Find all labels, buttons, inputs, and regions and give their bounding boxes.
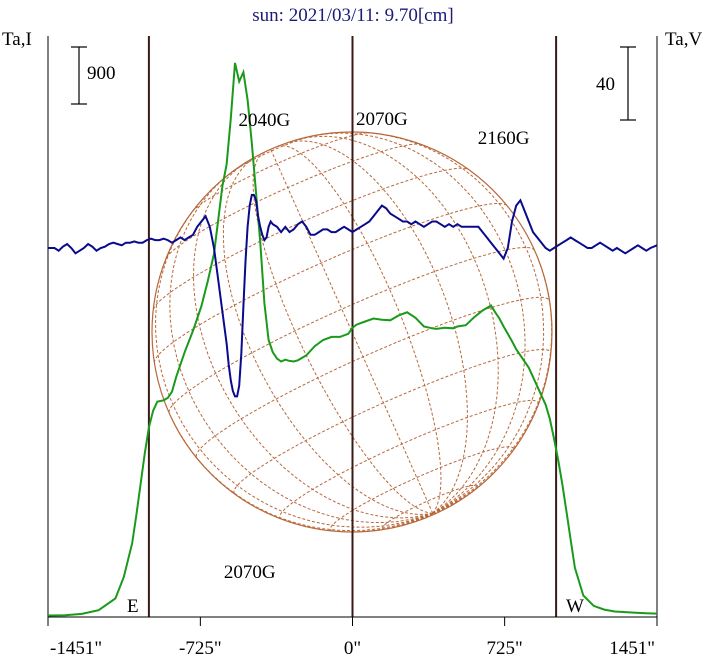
field-annotations: 2040G 2070G 2160G 2070G: [224, 109, 530, 583]
field-annotation: 2070G: [356, 109, 408, 130]
longitude-line: [362, 131, 545, 514]
longitude-line: [155, 205, 433, 528]
latitude-line: [168, 246, 535, 413]
latitude-line: [329, 446, 514, 532]
left-axis-label: Ta,I: [2, 29, 32, 50]
x-tick-label: -1451": [50, 638, 102, 659]
left-scale-value: 900: [87, 63, 116, 84]
longitude-line: [277, 145, 442, 514]
x-tick-label: 1451": [609, 638, 655, 659]
longitude-line: [432, 496, 466, 514]
longitude-line: [316, 132, 526, 514]
longitude-line: [270, 149, 434, 514]
longitude-line: [290, 140, 468, 514]
x-axis-ticks: -1451" -725" 0" 725" 1451": [47, 617, 658, 659]
west-label: W: [566, 596, 584, 617]
x-tick-label: 0": [344, 638, 361, 659]
longitude-line: [222, 158, 433, 515]
field-annotation: 2040G: [239, 110, 291, 131]
intensity-series-line: [47, 62, 658, 617]
polarization-series-line: [48, 194, 658, 398]
right-axis-label: Ta,V: [665, 29, 702, 50]
longitude-line: [252, 151, 433, 514]
longitude-line: [171, 419, 433, 532]
x-tick-label: 725": [487, 638, 523, 659]
field-annotation: 2070G: [224, 562, 276, 583]
east-label: E: [127, 596, 139, 617]
latitude-line: [152, 167, 469, 310]
left-scale-bar: 900: [71, 46, 116, 105]
right-scale-value: 40: [596, 74, 615, 95]
longitude-line: [169, 173, 433, 523]
x-tick-label: -725": [179, 638, 222, 659]
chart-title: sun: 2021/03/11: 9.70[cm]: [252, 5, 453, 26]
latitude-line: [195, 296, 550, 457]
latitude-line: [153, 203, 508, 363]
longitude-line: [298, 135, 499, 514]
right-scale-bar: 40: [596, 46, 636, 121]
field-annotation: 2160G: [478, 128, 530, 149]
